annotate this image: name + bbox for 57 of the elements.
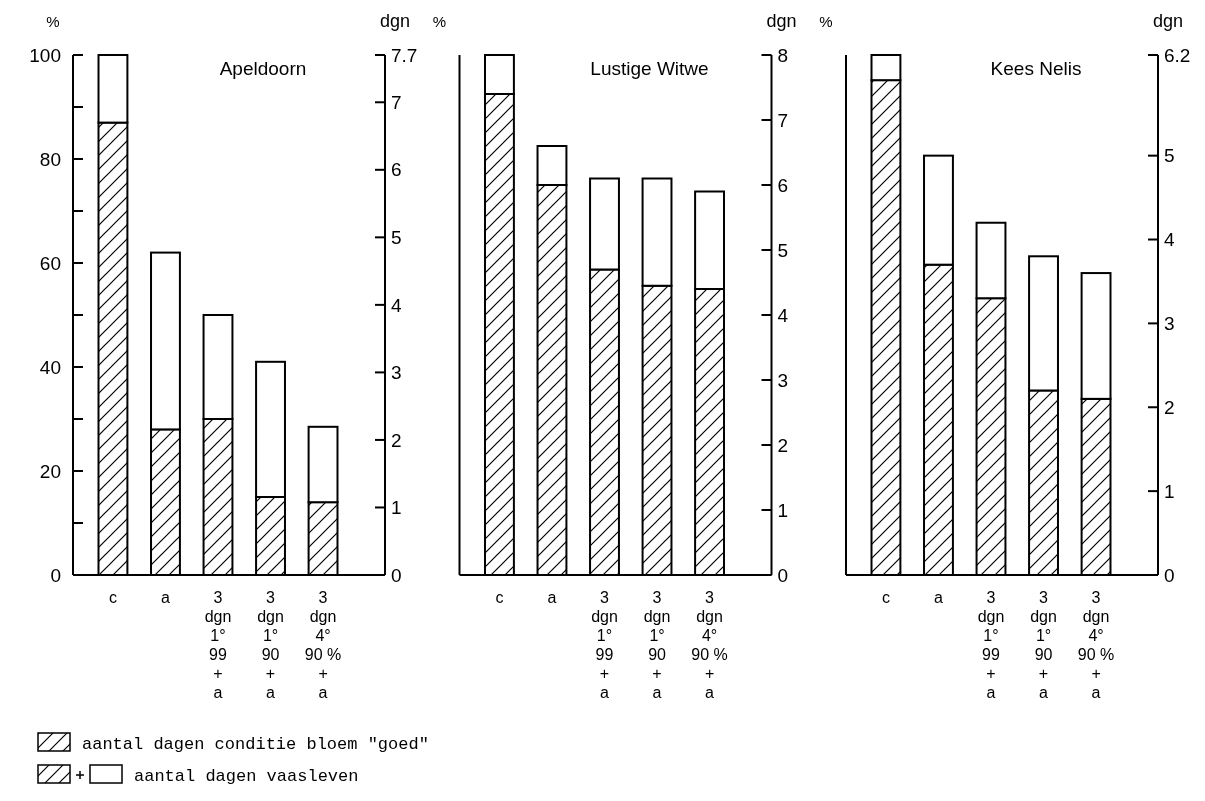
y-axis-title: %	[432, 13, 447, 30]
x-tick-label: 3 dgn 1° 99 + a	[204, 589, 232, 701]
y-tick-label: 20	[39, 460, 61, 482]
x-tick-label: 3 dgn 1° 90 + a	[1030, 589, 1057, 701]
x-tick-label: 3 dgn 4° 90 % + a	[1077, 589, 1115, 701]
y-tick-label: 0	[50, 564, 61, 586]
x-tick-label: 3 dgn 1° 99 + a	[591, 589, 618, 701]
y2-tick-label: 5	[391, 226, 402, 248]
y2-tick-label: 2	[391, 429, 402, 451]
x-tick-label: c	[881, 589, 890, 606]
y2-tick-label: 4	[391, 294, 402, 316]
legend-label: aantal dagen conditie bloem "goed"	[82, 734, 429, 754]
x-tick-label: c	[108, 589, 117, 606]
y-tick-label: 80	[39, 148, 61, 170]
y2-tick-label: 4	[777, 304, 789, 326]
x-tick-label: 3 dgn 1° 90 + a	[643, 589, 671, 701]
x-tick-label: 3 dgn 4° 90 % + a	[304, 589, 342, 701]
y2-tick-label: 3	[391, 362, 402, 384]
y-tick-label: 100	[29, 44, 61, 66]
chart-title: Lustige Witwe	[590, 58, 709, 79]
y2-tick-label: 7	[777, 109, 789, 131]
x-tick-label: c	[495, 589, 504, 606]
y2-tick-label: 2	[777, 434, 789, 456]
y2-tick-label: 2	[1164, 396, 1175, 418]
x-tick-label: 3 dgn 1° 90 + a	[257, 589, 284, 701]
y2-tick-label: 3	[1164, 313, 1175, 335]
x-tick-label: 3 dgn 4° 90 % + a	[691, 589, 728, 701]
y2-tick-label: 8	[777, 44, 789, 66]
chart-title: Kees Nelis	[990, 58, 1082, 79]
x-tick-label: a	[547, 589, 557, 606]
y2-tick-label: 0	[391, 564, 402, 586]
y2-tick-label: 7	[391, 91, 402, 113]
y2-tick-label: 1	[1164, 480, 1175, 502]
y2-axis-title: dgn	[1152, 11, 1184, 31]
x-tick-label: 3 dgn 1° 99 + a	[977, 589, 1005, 701]
y-axis-title: %	[819, 13, 833, 30]
y2-tick-label: 0	[777, 564, 789, 586]
y2-tick-label: 1	[391, 497, 402, 519]
y2-tick-label: 6	[391, 159, 402, 181]
y2-tick-label: 1	[777, 499, 789, 521]
y2-tick-label: 4	[1164, 229, 1175, 251]
y2-tick-label: 3	[777, 369, 789, 391]
x-tick-label: a	[161, 589, 171, 606]
y2-tick-label: 6.2	[1164, 44, 1191, 66]
y2-axis-title: dgn	[379, 11, 411, 31]
legend-label: aantal dagen vaasleven	[134, 766, 359, 786]
y2-tick-label: 5	[1164, 145, 1175, 167]
y2-axis-title: dgn	[766, 11, 797, 31]
y-tick-label: 60	[39, 252, 61, 274]
y2-tick-label: 5	[777, 239, 789, 261]
y-axis-title: %	[46, 13, 60, 30]
y2-tick-label: 7.7	[391, 44, 418, 66]
x-tick-label: a	[934, 589, 944, 606]
y2-tick-label: 0	[1164, 564, 1175, 586]
y2-tick-label: 6	[777, 174, 789, 196]
y-tick-label: 40	[39, 356, 61, 378]
chart-title: Apeldoorn	[219, 58, 307, 79]
